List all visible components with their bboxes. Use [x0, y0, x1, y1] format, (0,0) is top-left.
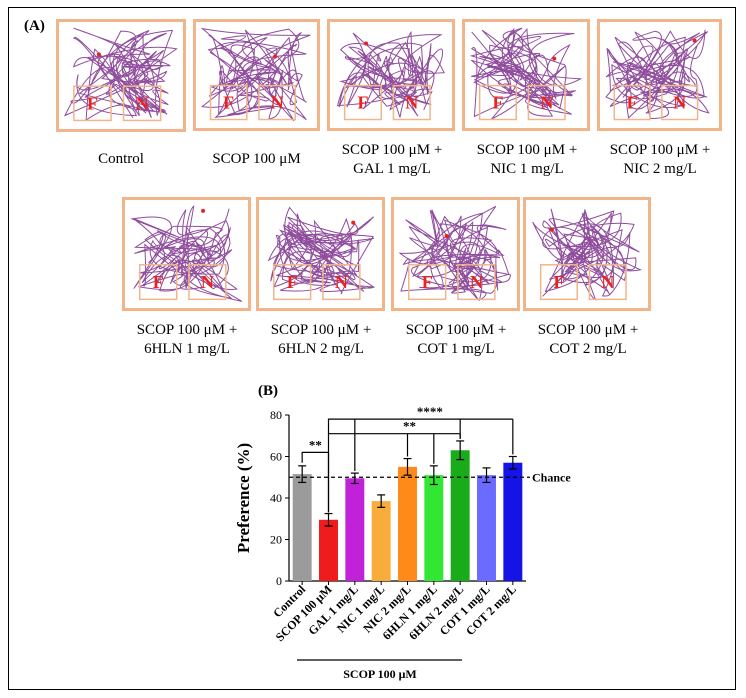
panel-b-label: (B)	[258, 383, 278, 399]
sig-label: **	[403, 419, 416, 434]
zone-f-label: F	[422, 272, 433, 292]
zone-n-box	[322, 264, 361, 301]
zone-f-label: F	[492, 93, 503, 113]
start-marker	[444, 233, 449, 238]
y-tick-label: 40	[270, 491, 282, 505]
zone-f-box	[408, 264, 447, 301]
bar	[371, 501, 391, 581]
zone-f-box	[539, 264, 578, 301]
zone-f-box	[343, 84, 382, 121]
bar	[319, 519, 338, 581]
zone-n-box	[122, 85, 162, 122]
caption-nic1: SCOP 100 μM + NIC 1 mg/L	[476, 142, 578, 177]
zone-n-box	[392, 84, 431, 121]
zone-f-box	[139, 264, 178, 301]
zone-n-label: N	[201, 272, 214, 292]
zone-f-box	[73, 85, 112, 122]
zone-f-label: F	[153, 272, 164, 292]
start-marker	[201, 208, 206, 213]
figure-frame	[8, 7, 736, 690]
caption-cot1: SCOP 100 μM + COT 1 mg/L	[405, 322, 507, 357]
zone-f-box	[613, 84, 651, 121]
zone-n-label: N	[271, 93, 284, 113]
zone-n-label: N	[405, 93, 418, 113]
zone-f-label: F	[87, 93, 98, 113]
zone-n-box	[588, 264, 627, 301]
zone-n-box	[661, 84, 699, 121]
caption-6hln2: SCOP 100 μM +6HLN 2 mg/L	[270, 322, 372, 357]
zone-f-box	[273, 264, 312, 301]
zone-n-box	[457, 264, 496, 301]
zone-n-label: N	[673, 93, 686, 113]
zone-n-label: N	[470, 272, 483, 292]
zone-f-label: F	[357, 93, 368, 113]
zone-f-label: F	[627, 93, 638, 113]
bar	[424, 475, 444, 581]
zone-n-label: N	[136, 93, 149, 113]
bar	[477, 475, 496, 581]
caption-control: Control	[98, 151, 144, 167]
caption-6hln1: SCOP 100 μM +6HLN 1 mg/L	[136, 322, 238, 357]
start-marker	[351, 220, 356, 225]
caption-gal1: SCOP 100 μM + GAL 1 mg/L	[341, 142, 443, 177]
start-marker	[692, 38, 697, 43]
bar	[450, 450, 470, 581]
bar	[398, 466, 417, 581]
bar	[503, 462, 523, 581]
zone-n-box	[258, 84, 296, 121]
start-marker	[96, 52, 101, 57]
y-axis-title: Preference (%)	[234, 443, 253, 553]
panel-a-label: (A)	[24, 18, 45, 34]
x-group-label: SCOP 100 μM	[343, 667, 416, 681]
caption-cot2: SCOP 100 μM + COT 2 mg/L	[537, 322, 639, 357]
start-marker	[273, 54, 278, 59]
sig-label: ****	[417, 404, 443, 419]
zone-n-label: N	[540, 93, 553, 113]
y-tick-label: 0	[276, 574, 282, 588]
chance-label: Chance	[532, 470, 571, 484]
zone-n-label: N	[335, 272, 348, 292]
caption-scop: SCOP 100 μM	[212, 151, 301, 167]
zone-f-label: F	[553, 272, 564, 292]
start-marker	[552, 56, 557, 61]
zone-n-label: N	[601, 272, 614, 292]
bar	[292, 474, 312, 581]
zone-n-box	[188, 264, 227, 301]
zone-f-label: F	[287, 272, 298, 292]
zone-n-box	[527, 84, 566, 121]
y-tick-label: 20	[270, 533, 282, 547]
bar	[345, 478, 365, 581]
caption-nic2: SCOP 100 μM + NIC 2 mg/L	[609, 142, 711, 177]
zone-f-box	[478, 84, 517, 121]
sig-label: **	[309, 437, 322, 452]
y-tick-label: 80	[270, 408, 282, 422]
y-tick-label: 60	[270, 450, 282, 464]
start-marker	[549, 227, 554, 232]
zone-f-label: F	[223, 93, 234, 113]
sig-bracket-scop-group2	[327, 418, 513, 434]
zone-f-box	[209, 84, 248, 121]
start-marker	[364, 41, 369, 46]
